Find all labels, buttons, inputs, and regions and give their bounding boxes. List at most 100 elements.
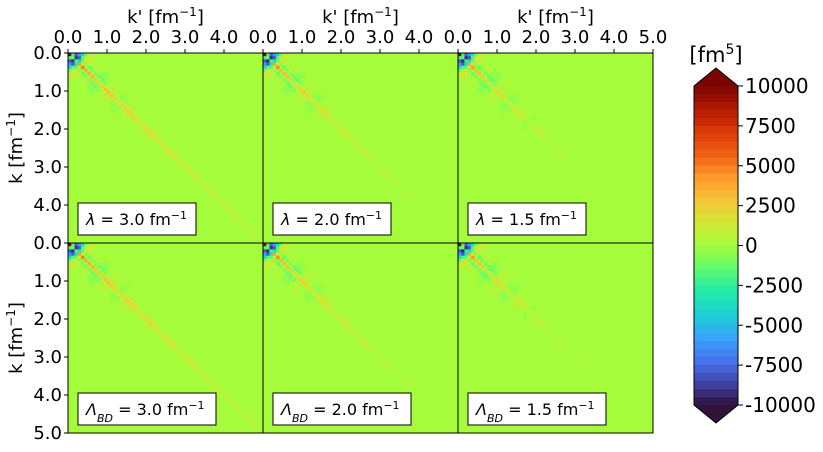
heatmap-cell xyxy=(94,87,98,92)
heatmap-cell xyxy=(464,62,469,67)
heatmap-cell xyxy=(373,350,378,355)
heatmap-cell xyxy=(513,300,517,304)
heatmap-cell xyxy=(513,284,517,288)
heatmap-cell xyxy=(295,78,300,82)
heatmap-cell xyxy=(298,281,303,285)
heatmap-cell xyxy=(279,62,283,67)
heatmap-cell xyxy=(523,312,527,317)
heatmap-cell xyxy=(77,53,82,57)
heatmap-cell xyxy=(256,236,261,241)
heatmap-cell xyxy=(285,68,290,73)
heatmap-cell xyxy=(142,132,147,136)
heatmap-cell xyxy=(237,217,241,222)
heatmap-cell xyxy=(71,72,75,76)
heatmap-cell xyxy=(513,113,517,117)
heatmap-cell xyxy=(207,186,212,190)
heatmap-cell xyxy=(71,68,75,73)
heatmap-cell xyxy=(289,243,293,247)
heatmap-cell xyxy=(100,78,105,82)
heatmap-cell xyxy=(552,144,556,149)
heatmap-cell xyxy=(295,100,300,105)
heatmap-cell xyxy=(487,268,491,272)
heatmap-cell xyxy=(204,372,209,377)
heatmap-cell xyxy=(224,391,228,396)
heatmap-cell xyxy=(292,75,296,79)
heatmap-cell xyxy=(536,125,540,130)
heatmap-cell xyxy=(523,315,527,320)
heatmap-cell xyxy=(266,75,270,79)
heatmap-cell xyxy=(298,97,303,101)
heatmap-cell xyxy=(68,252,72,257)
heatmap-cell xyxy=(155,328,160,333)
heatmap-cell xyxy=(386,360,391,364)
heatmap-cell xyxy=(315,97,319,101)
heatmap-cell xyxy=(279,246,283,250)
heatmap-cell xyxy=(558,341,563,345)
heatmap-cell xyxy=(172,148,176,152)
heatmap-cell xyxy=(94,53,98,57)
heatmap-cell xyxy=(282,274,287,279)
heatmap-cell xyxy=(133,306,137,310)
heatmap-cell xyxy=(487,78,491,82)
heatmap-cell xyxy=(298,262,303,266)
heatmap-cell xyxy=(94,274,98,279)
heatmap-cell xyxy=(497,94,501,98)
heatmap-cell xyxy=(87,277,92,282)
heatmap-cell xyxy=(194,366,199,371)
heatmap-cell xyxy=(87,62,92,67)
heatmap-cell xyxy=(107,284,111,288)
heatmap-cell xyxy=(123,287,127,291)
heatmap-cell xyxy=(103,97,108,101)
heatmap-cell xyxy=(68,255,72,260)
heatmap-cell xyxy=(536,315,540,320)
heatmap-cell xyxy=(370,347,374,352)
heatmap-cell xyxy=(87,65,92,70)
heatmap-cell xyxy=(308,284,313,288)
heatmap-cell xyxy=(295,287,300,291)
heatmap-cell xyxy=(100,94,105,98)
heatmap-cell xyxy=(477,262,482,266)
heatmap-cell xyxy=(272,255,277,260)
heatmap-cell xyxy=(334,125,339,130)
heatmap-cell xyxy=(347,328,352,333)
heatmap-cell xyxy=(113,290,118,295)
heatmap-cell xyxy=(315,306,319,310)
heatmap-cell xyxy=(347,319,352,323)
heatmap-cell xyxy=(519,116,524,120)
heatmap-cell xyxy=(422,398,426,402)
heatmap-cell xyxy=(558,148,563,152)
heatmap-cell xyxy=(227,208,231,212)
heatmap-cell xyxy=(503,81,508,86)
heatmap-cell xyxy=(185,353,189,358)
heatmap-cell xyxy=(276,268,280,272)
heatmap-cell xyxy=(120,100,124,105)
heatmap-cell xyxy=(409,195,413,200)
heatmap-cell xyxy=(201,186,205,190)
heatmap-cell xyxy=(90,84,95,89)
heatmap-cell xyxy=(87,87,92,92)
heatmap-cell xyxy=(458,249,462,253)
heatmap-cell xyxy=(149,319,153,323)
heatmap-cell xyxy=(321,94,326,98)
heatmap-cell xyxy=(376,353,381,358)
heatmap-cell xyxy=(292,287,296,291)
heatmap-cell xyxy=(107,265,111,269)
heatmap-cell xyxy=(363,148,368,152)
heatmap-cell xyxy=(474,243,478,247)
heatmap-cell xyxy=(90,81,95,86)
heatmap-cell xyxy=(90,249,95,253)
heatmap-cell xyxy=(84,243,88,247)
heatmap-cell xyxy=(519,110,524,114)
heatmap-cell xyxy=(406,379,410,383)
heatmap-cell xyxy=(159,328,163,333)
heatmap-cell xyxy=(107,94,111,98)
heatmap-cell xyxy=(458,268,462,272)
heatmap-cell xyxy=(311,284,316,288)
heatmap-cell xyxy=(490,84,495,89)
heatmap-cell xyxy=(266,265,270,269)
heatmap-cell xyxy=(272,65,277,70)
heatmap-cell xyxy=(71,246,75,250)
heatmap-cell xyxy=(217,201,222,206)
heatmap-cell xyxy=(81,252,85,257)
heatmap-cell xyxy=(324,300,329,304)
